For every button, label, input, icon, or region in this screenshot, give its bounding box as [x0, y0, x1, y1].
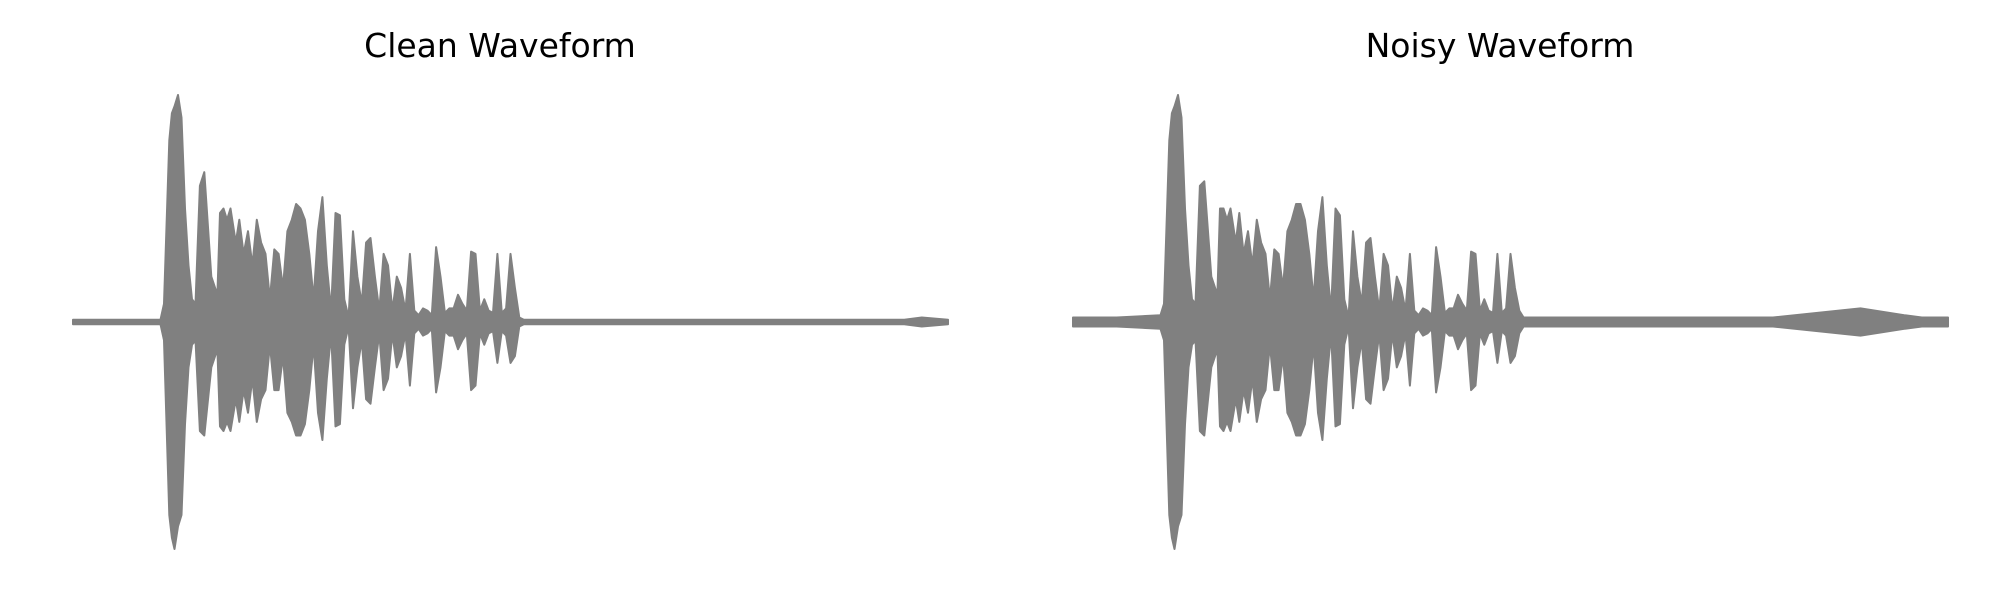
noisy-waveform-panel: Noisy Waveform	[1000, 0, 2000, 600]
clean-waveform-title: Clean Waveform	[364, 26, 636, 65]
clean-waveform-panel: Clean Waveform	[72, 26, 949, 550]
clean-waveform-plot	[72, 94, 949, 550]
noisy-waveform-title: Noisy Waveform	[1365, 26, 1635, 65]
noisy-waveform-plot	[1072, 94, 1949, 550]
